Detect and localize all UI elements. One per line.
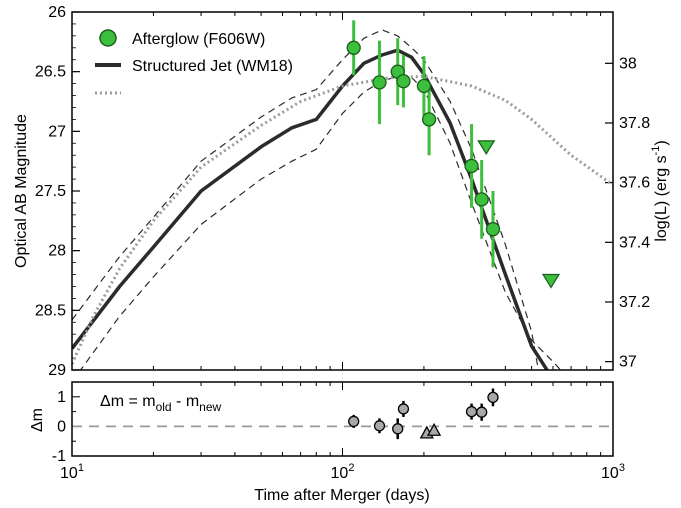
afterglow-point [416,78,432,94]
x-tick-label: 103 [601,462,625,482]
main-plot-frame [71,11,614,371]
residual-point [392,423,404,435]
residual-point [465,405,478,418]
quasi-spherical-line [72,74,613,365]
y-tick-label: 29 [48,362,66,379]
upper-limit-marker [477,140,496,155]
afterglow-point [421,112,437,127]
y-tick-label: 28.5 [35,302,66,319]
y-tick-label: 26 [48,4,66,21]
residual-y-tick-label: 1 [57,389,66,406]
afterglow-point [372,75,387,90]
afterglow-point [474,192,489,207]
residual-y-tick-label: -1 [52,448,66,465]
y-right-tick-label: 37 [619,354,637,371]
y-tick-label: 26.5 [35,64,66,81]
upper-limit-marker [541,273,561,289]
chart-legend: Afterglow (F606W) Structured Jet (WM18) [95,29,293,95]
afterglow-point [464,158,479,174]
y-right-tick-label: 37.2 [619,294,650,311]
y-axis-title: Optical AB Magnitude [13,114,30,268]
y-right-tick-label: 37.8 [619,115,650,132]
residual-plot-frame [71,381,614,457]
residual-y-tick-label: 0 [57,418,66,435]
y-right-tick-label: 37.6 [619,175,650,192]
afterglow-point [346,40,361,55]
residual-point [487,391,499,404]
legend-label-structured-jet: Structured Jet (WM18) [132,58,293,75]
y-tick-label: 27.5 [35,183,66,200]
y-right-tick-label: 38 [619,55,637,72]
residual-point [476,406,488,418]
main-plot-area [72,20,613,370]
x-axis-title: Time after Merger (days) [254,487,429,504]
y-right-axis-title: log(L) (erg s-1) [650,140,670,241]
residual-point [373,420,386,432]
residual-annotation: Δm = mold - mnew [100,393,221,414]
structured-jet-envelope-line [72,29,539,370]
y-tick-label: 28 [48,243,66,260]
residual-point [397,403,410,415]
y-right-tick-label: 37.4 [619,234,650,251]
residual-y-axis-title: Δm [29,408,46,432]
afterglow-point [485,222,501,237]
main-tick-labels: 26 26.5 27 27.5 28 28.5 29 37 37.2 37.4 37.6 37.8 38 [35,4,650,379]
legend-label-afterglow: Afterglow (F606W) [132,31,265,48]
x-tick-label: 102 [331,462,355,482]
x-tick-label: 101 [60,462,84,482]
residual-plot-area [72,388,613,440]
legend-marker-afterglow [99,29,117,47]
y-tick-label: 27 [48,123,66,140]
afterglow-point [396,74,411,89]
residual-limit-marker [426,422,442,436]
main-panel: 26 26.5 27 27.5 28 28.5 29 37 37.2 37.4 37.6 37.8 38… [13,4,670,379]
residual-point [348,415,360,428]
